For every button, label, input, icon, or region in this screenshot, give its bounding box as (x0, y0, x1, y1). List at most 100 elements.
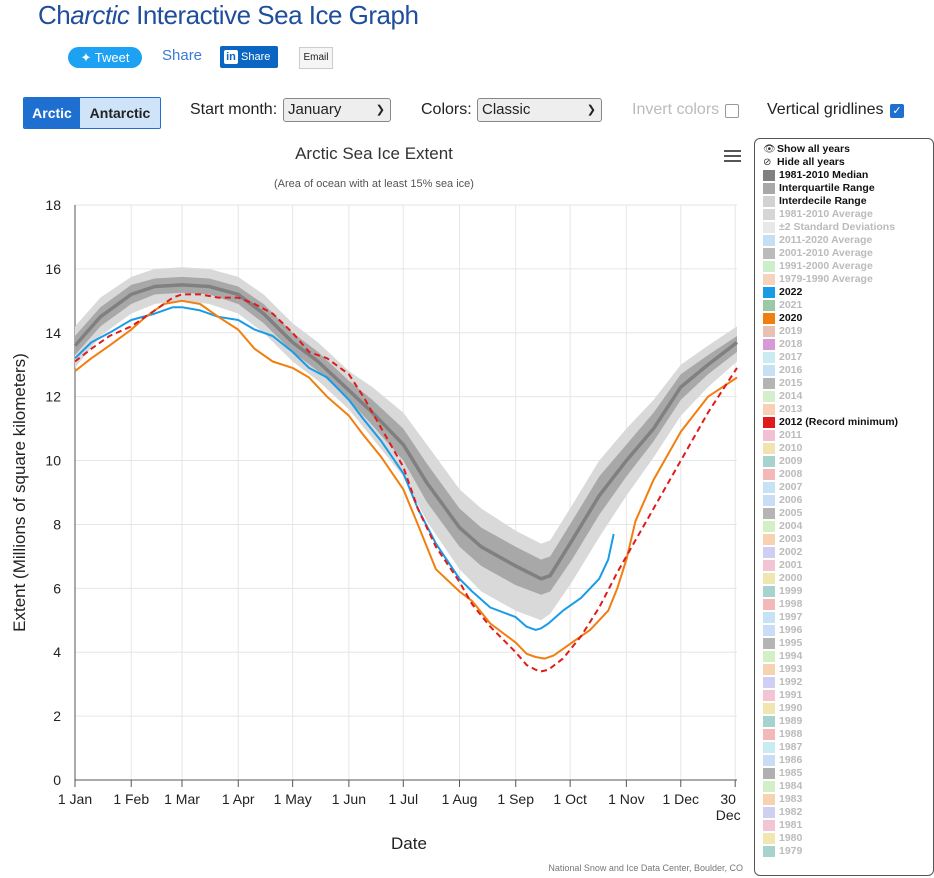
legend-item[interactable]: 2004 (763, 520, 802, 533)
legend-swatch (763, 690, 775, 701)
legend-swatch (763, 742, 775, 753)
legend-swatch (763, 547, 775, 558)
legend-item-label: 2008 (779, 468, 803, 480)
legend-item[interactable]: 1981-2010 Median (763, 169, 868, 182)
legend-item[interactable]: 2020 (763, 312, 802, 325)
legend-item[interactable]: 2005 (763, 507, 802, 520)
series-line-2012-record-minimum- (74, 293, 738, 673)
legend-swatch (763, 300, 775, 311)
x-tick-label: 1 Feb (113, 791, 149, 807)
start-month-select[interactable]: January ❯ (283, 98, 391, 122)
legend-item[interactable]: 1980 (763, 832, 802, 845)
legend-item-label: 1979 (779, 845, 803, 857)
legend-item[interactable]: 1999 (763, 585, 802, 598)
chart-menu-icon[interactable] (724, 150, 741, 164)
legend-item-label: 1994 (779, 650, 803, 662)
legend-item[interactable]: 2000 (763, 572, 802, 585)
legend-item[interactable]: ±2 Standard Deviations (763, 221, 895, 234)
antarctic-button[interactable]: Antarctic (80, 98, 160, 128)
legend-item[interactable]: 1992 (763, 676, 802, 689)
legend-item[interactable]: 2007 (763, 481, 802, 494)
legend-item[interactable]: 1996 (763, 624, 802, 637)
legend-swatch (763, 196, 775, 207)
legend-item[interactable]: 2010 (763, 442, 802, 455)
colors-select[interactable]: Classic ❯ (477, 98, 602, 122)
linkedin-share-button[interactable]: in Share (220, 46, 278, 68)
share-link[interactable]: Share (162, 47, 203, 64)
eye-icon: 👁 (763, 144, 776, 155)
legend-item[interactable]: 2011 (763, 429, 802, 442)
legend-swatch (763, 755, 775, 766)
legend-item-label: Interquartile Range (779, 182, 875, 194)
legend-item[interactable]: 2009 (763, 455, 802, 468)
legend-item[interactable]: 2019 (763, 325, 802, 338)
legend-item-label: 1996 (779, 624, 803, 636)
legend-item[interactable]: 1994 (763, 650, 802, 663)
legend-item[interactable]: 2006 (763, 494, 802, 507)
legend-item[interactable]: 2016 (763, 364, 802, 377)
legend-item[interactable]: 2015 (763, 377, 802, 390)
legend-swatch (763, 807, 775, 818)
legend-item-label: 2017 (779, 351, 803, 363)
legend-swatch (763, 222, 775, 233)
tweet-button[interactable]: ✦ Tweet (68, 47, 142, 68)
invert-colors-checkbox[interactable] (725, 104, 739, 118)
email-button[interactable]: Email (299, 47, 333, 69)
legend-item[interactable]: 1984 (763, 780, 802, 793)
legend-swatch (763, 287, 775, 298)
legend-item[interactable]: 1988 (763, 728, 802, 741)
legend-item[interactable]: 1981 (763, 819, 802, 832)
legend-item-label: 2020 (779, 312, 803, 324)
legend-item[interactable]: 2002 (763, 546, 802, 559)
legend-item[interactable]: 1990 (763, 702, 802, 715)
legend-swatch (763, 248, 775, 259)
legend-item[interactable]: 2021 (763, 299, 802, 312)
x-axis-title: Date (391, 834, 427, 853)
legend-item[interactable]: 2012 (Record minimum) (763, 416, 898, 429)
legend-swatch (763, 677, 775, 688)
legend-item[interactable]: 1986 (763, 754, 802, 767)
legend-swatch (763, 352, 775, 363)
show-all-years-button[interactable]: 👁Show all years (763, 143, 850, 155)
legend-item-label: 2011-2020 Average (779, 234, 873, 246)
legend-swatch (763, 235, 775, 246)
legend-item-label: 2009 (779, 455, 803, 467)
legend-item[interactable]: 2008 (763, 468, 802, 481)
y-tick-label: 4 (53, 644, 61, 660)
legend-item[interactable]: 1979 (763, 845, 802, 858)
legend-item[interactable]: Interquartile Range (763, 182, 875, 195)
legend-item[interactable]: 2013 (763, 403, 802, 416)
legend-item[interactable]: 1981-2010 Average (763, 208, 873, 221)
legend-item[interactable]: Interdecile Range (763, 195, 867, 208)
legend-item[interactable]: 2001 (763, 559, 802, 572)
vertical-gridlines-checkbox[interactable]: ✓ (890, 104, 904, 118)
legend-item[interactable]: 1991-2000 Average (763, 260, 873, 273)
legend-item[interactable]: 1987 (763, 741, 802, 754)
legend-item[interactable]: 1998 (763, 598, 802, 611)
legend-item[interactable]: 2017 (763, 351, 802, 364)
legend-item-label: 2010 (779, 442, 803, 454)
legend-item[interactable]: 1982 (763, 806, 802, 819)
arctic-button[interactable]: Arctic (24, 98, 80, 128)
legend-item[interactable]: 1983 (763, 793, 802, 806)
legend-item[interactable]: 1993 (763, 663, 802, 676)
y-axis-title: Extent (Millions of square kilometers) (10, 353, 29, 632)
legend-item[interactable]: 1985 (763, 767, 802, 780)
legend-item[interactable]: 2003 (763, 533, 802, 546)
legend-item[interactable]: 2011-2020 Average (763, 234, 872, 247)
legend-item[interactable]: 1991 (763, 689, 802, 702)
legend-item[interactable]: 2014 (763, 390, 802, 403)
legend-item[interactable]: 1997 (763, 611, 802, 624)
legend-item[interactable]: 2001-2010 Average (763, 247, 873, 260)
legend-swatch (763, 664, 775, 675)
legend-swatch (763, 378, 775, 389)
legend-swatch (763, 768, 775, 779)
legend-item[interactable]: 2018 (763, 338, 802, 351)
legend-item-label: 2003 (779, 533, 803, 545)
legend-item[interactable]: 1995 (763, 637, 802, 650)
sea-ice-chart: 0 2 4 6 8 10 12 14 16 18 1 Jan 1 Feb 1 Mar 1 Apr 1 May… (10, 144, 743, 873)
legend-item[interactable]: 1979-1990 Average (763, 273, 873, 286)
legend-item[interactable]: 1989 (763, 715, 802, 728)
legend-item[interactable]: 2022 (763, 286, 802, 299)
hide-all-years-button[interactable]: ⊘ Hide all years (763, 156, 845, 168)
